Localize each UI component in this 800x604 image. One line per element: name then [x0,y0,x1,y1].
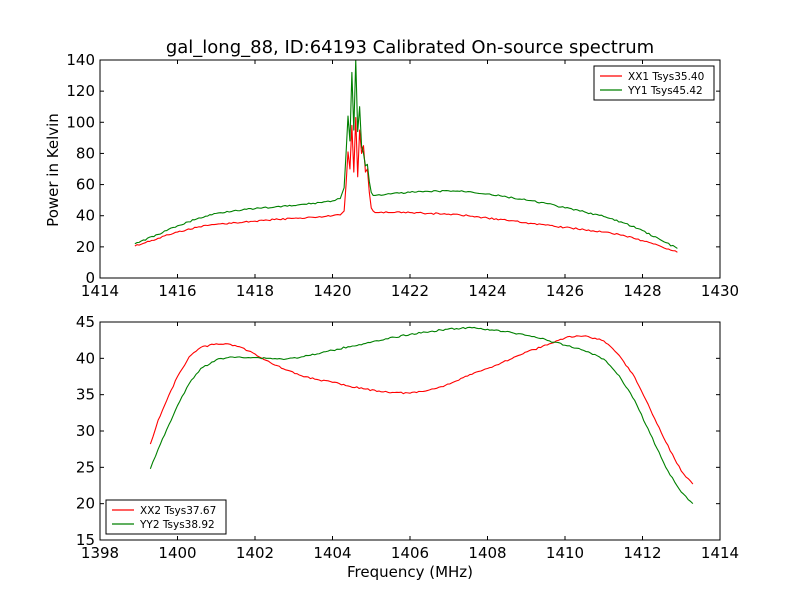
series-line-top-1 [134,117,678,253]
x-tick-label: 1430 [701,282,739,300]
x-tick-label: 1420 [313,282,351,300]
x-tick-label: 1418 [236,282,274,300]
chart-title: gal_long_88, ID:64193 Calibrated On-sour… [166,37,654,58]
legend-entry: YY2 Tsys38.92 [139,519,215,531]
y-tick-label: 25 [76,458,95,476]
bottom-series-lines [149,326,694,505]
x-tick-label: 1412 [623,544,661,562]
x-tick-label: 1408 [468,544,506,562]
y-tick-label: 100 [66,113,95,131]
bottom-legend: XX2 Tsys37.67 YY2 Tsys38.92 [105,499,227,535]
x-tick-label: 1404 [313,544,351,562]
x-tick-label: 1414 [81,282,119,300]
bottom-plot-frame [99,321,721,541]
x-tick-label: 1428 [623,282,661,300]
y-tick-label: 30 [76,422,95,440]
y-tick-label: 45 [76,313,95,331]
x-tick-label: 1422 [391,282,429,300]
x-tick-label: 1416 [158,282,196,300]
x-tick-label: 1402 [236,544,274,562]
series-line-bottom-1 [149,335,694,485]
y-tick-label: 60 [76,176,95,194]
legend-entry: XX1 Tsys35.40 [628,71,704,83]
x-tick-label: 1398 [81,544,119,562]
y-tick-label: 40 [76,349,95,367]
x-tick-label: 1410 [546,544,584,562]
top-axis-ticks: 1414 1416 1418 1420 1422 1424 1426 1428 1430 0 20 4… [66,51,739,300]
x-tick-label: 1406 [391,544,429,562]
series-line-top-2 [134,59,678,249]
y-tick-label: 20 [76,238,95,256]
top-plot-frame [99,59,721,279]
y-tick-label: 40 [76,207,95,225]
y-axis-label: Power in Kelvin [44,113,62,227]
series-line-bottom-2 [149,326,694,505]
legend-box [593,65,715,101]
x-tick-label: 1414 [701,544,739,562]
top-series-lines [134,59,678,253]
bottom-plot-panel: Frequency (MHz) 1398 1400 1402 1404 1406 1408… [76,313,739,581]
y-tick-label: 140 [66,51,95,69]
y-tick-label: 20 [76,495,95,513]
x-tick-label: 1426 [546,282,584,300]
y-tick-label: 35 [76,386,95,404]
bottom-axis-ticks: 1398 1400 1402 1404 1406 1408 1410 1412 1414 15 20… [76,313,739,562]
y-tick-label: 0 [85,269,95,287]
x-tick-label: 1424 [468,282,506,300]
top-plot-panel: gal_long_88, ID:64193 Calibrated On-sour… [44,37,739,300]
y-tick-label: 120 [66,82,95,100]
top-legend: XX1 Tsys35.40 YY1 Tsys45.42 [593,65,715,101]
legend-box [105,499,227,535]
legend-entry: YY1 Tsys45.42 [627,85,703,97]
x-tick-label: 1400 [158,544,196,562]
y-tick-label: 80 [76,144,95,162]
x-axis-label: Frequency (MHz) [347,563,473,581]
legend-entry: XX2 Tsys37.67 [140,505,216,517]
y-tick-label: 15 [76,531,95,549]
